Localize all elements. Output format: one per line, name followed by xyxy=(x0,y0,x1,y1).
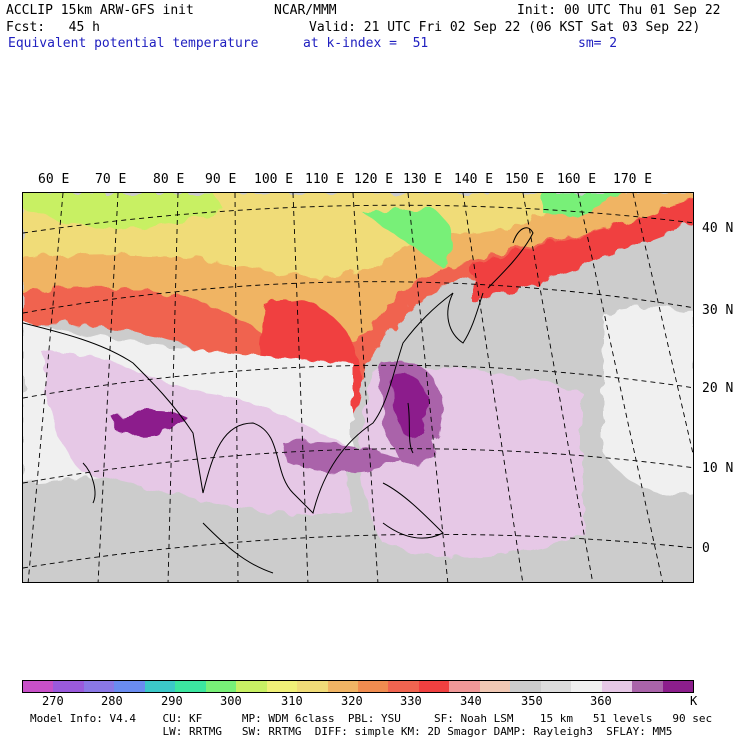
theta-e-field xyxy=(23,193,693,582)
colorbar-swatch xyxy=(327,681,358,692)
colorbar-swatch xyxy=(601,681,633,692)
colorbar xyxy=(22,680,694,693)
coastlines xyxy=(23,227,534,574)
graticule xyxy=(23,193,693,582)
lat-label: 20 N xyxy=(702,381,734,396)
colorbar-label: 270 xyxy=(42,694,64,708)
colorbar-swatch xyxy=(23,681,54,692)
colorbar-swatch xyxy=(205,681,237,692)
colorbar-swatch xyxy=(418,681,450,692)
colorbar-swatch xyxy=(266,681,298,692)
colorbar-swatch xyxy=(479,681,511,692)
lon-label: 150 E xyxy=(505,172,545,187)
colorbar-swatch xyxy=(571,681,602,692)
lon-label: 110 E xyxy=(305,172,345,187)
field-name: Equivalent potential temperature xyxy=(8,36,259,51)
model-title: ACCLIP 15km ARW-GFS init xyxy=(6,3,194,18)
colorbar-swatch xyxy=(114,681,145,692)
forecast-hour: Fcst: 45 h xyxy=(6,20,100,35)
colorbar-label: 350 xyxy=(521,694,543,708)
lon-label: 140 E xyxy=(454,172,494,187)
model-info-line1: Model Info: V4.4 CU: KF MP: WDM 6class P… xyxy=(30,712,713,725)
lon-label: 70 E xyxy=(95,172,127,187)
colorbar-label: 330 xyxy=(400,694,422,708)
colorbar-swatch xyxy=(632,681,663,692)
model-info-line2: LW: RRTMG SW: RRTMG DIFF: simple KM: 2D … xyxy=(30,725,673,738)
colorbar-swatch xyxy=(175,681,206,692)
colorbar-swatch xyxy=(510,681,541,692)
colorbar-label: 320 xyxy=(341,694,363,708)
init-time: Init: 00 UTC Thu 01 Sep 22 xyxy=(517,3,721,18)
lat-label: 40 N xyxy=(702,221,734,236)
lon-label: 100 E xyxy=(254,172,294,187)
lon-label: 120 E xyxy=(354,172,394,187)
colorbar-swatch xyxy=(144,681,176,692)
lon-label: 160 E xyxy=(557,172,597,187)
lon-label: 170 E xyxy=(613,172,653,187)
colorbar-swatch xyxy=(53,681,84,692)
lat-label: 10 N xyxy=(702,461,734,476)
lat-label: 0 xyxy=(702,541,710,556)
colorbar-label: 280 xyxy=(101,694,123,708)
colorbar-label: 290 xyxy=(161,694,183,708)
smoothing-label: sm= 2 xyxy=(578,36,618,51)
colorbar-swatch xyxy=(236,681,267,692)
colorbar-label: 310 xyxy=(281,694,303,708)
valid-time: Valid: 21 UTC Fri 02 Sep 22 (06 KST Sat … xyxy=(309,20,701,35)
colorbar-label: 340 xyxy=(460,694,482,708)
colorbar-swatch xyxy=(357,681,389,692)
colorbar-swatch xyxy=(449,681,480,692)
map-panel xyxy=(22,192,694,583)
colorbar-swatch xyxy=(540,681,572,692)
organization-label: NCAR/MMM xyxy=(274,3,337,18)
lon-label: 80 E xyxy=(153,172,185,187)
lon-label: 130 E xyxy=(403,172,443,187)
level-label: at k-index = 51 xyxy=(303,36,429,51)
colorbar-swatch xyxy=(388,681,419,692)
lon-label: 90 E xyxy=(205,172,237,187)
colorbar-label: 300 xyxy=(220,694,242,708)
colorbar-label: 360 xyxy=(590,694,612,708)
colorbar-swatch xyxy=(83,681,115,692)
colorbar-swatch xyxy=(662,681,693,692)
colorbar-label: K xyxy=(690,694,698,708)
lat-label: 30 N xyxy=(702,303,734,318)
lon-label: 60 E xyxy=(38,172,70,187)
colorbar-swatch xyxy=(297,681,328,692)
